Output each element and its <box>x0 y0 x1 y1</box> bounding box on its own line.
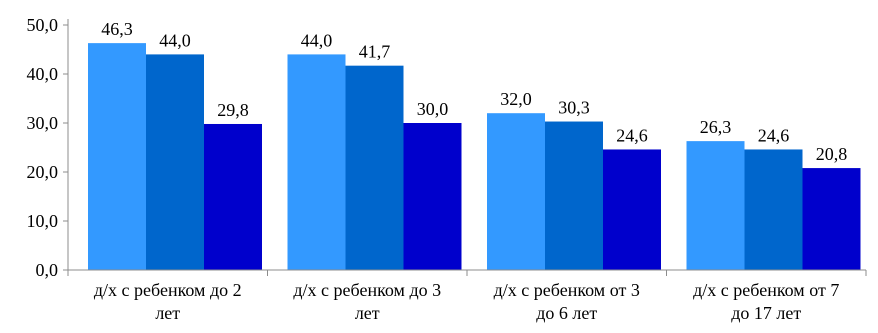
bar <box>403 123 462 270</box>
data-label: 26,3 <box>700 117 732 137</box>
category-label-line: д/х с ребенком от 7 <box>693 280 839 300</box>
category-label-line: д/х с ребенком от 3 <box>494 280 640 300</box>
data-label: 46,3 <box>101 19 133 39</box>
y-tick-label: 0,0 <box>36 260 59 280</box>
category-label: д/х с ребенком до 2 лет <box>94 280 242 323</box>
data-label: 29,8 <box>217 100 249 120</box>
data-label: 20,8 <box>816 144 848 164</box>
bar <box>146 54 204 271</box>
bar <box>487 113 545 270</box>
data-label: 44,0 <box>301 30 333 50</box>
y-tick-label: 20,0 <box>27 162 59 182</box>
y-tick-label: 40,0 <box>27 64 59 84</box>
y-axis: 0,0 10,0 20,0 30,0 40,0 50,0 <box>27 15 69 280</box>
bar <box>545 121 603 270</box>
bar <box>744 149 803 270</box>
data-label: 41,7 <box>359 42 391 62</box>
y-tick-label: 30,0 <box>27 113 59 133</box>
category-label-line: лет <box>155 303 180 323</box>
category-label: д/х с ребенком до 3 лет <box>293 280 441 323</box>
data-label: 24,6 <box>758 125 790 145</box>
category-label: д/х с ребенком от 7 до 17 лет <box>693 280 839 323</box>
category-label-line: до 17 лет <box>731 303 801 323</box>
bar <box>603 149 661 270</box>
data-label: 30,3 <box>558 98 590 118</box>
data-label: 30,0 <box>417 99 449 119</box>
bar <box>287 54 346 271</box>
category-label: д/х с ребенком от 3 до 6 лет <box>494 280 640 323</box>
data-label: 44,0 <box>159 30 191 50</box>
bar <box>345 65 404 270</box>
data-label: 32,0 <box>500 89 532 109</box>
data-labels: 46,3 44,0 29,8 44,0 41,7 30,0 32,0 30,3 24,6 26,3… <box>101 19 847 164</box>
bar <box>686 141 745 270</box>
y-tick-label: 50,0 <box>27 15 59 35</box>
data-label: 24,6 <box>616 125 648 145</box>
category-label-line: до 6 лет <box>536 303 597 323</box>
bar <box>204 123 262 270</box>
bars <box>88 43 861 271</box>
y-tick-label: 10,0 <box>27 211 59 231</box>
category-label-line: д/х с ребенком до 3 <box>293 280 441 300</box>
bar <box>88 43 146 270</box>
bar <box>802 168 861 270</box>
category-label-line: д/х с ребенком до 2 <box>94 280 242 300</box>
category-label-line: лет <box>355 303 380 323</box>
